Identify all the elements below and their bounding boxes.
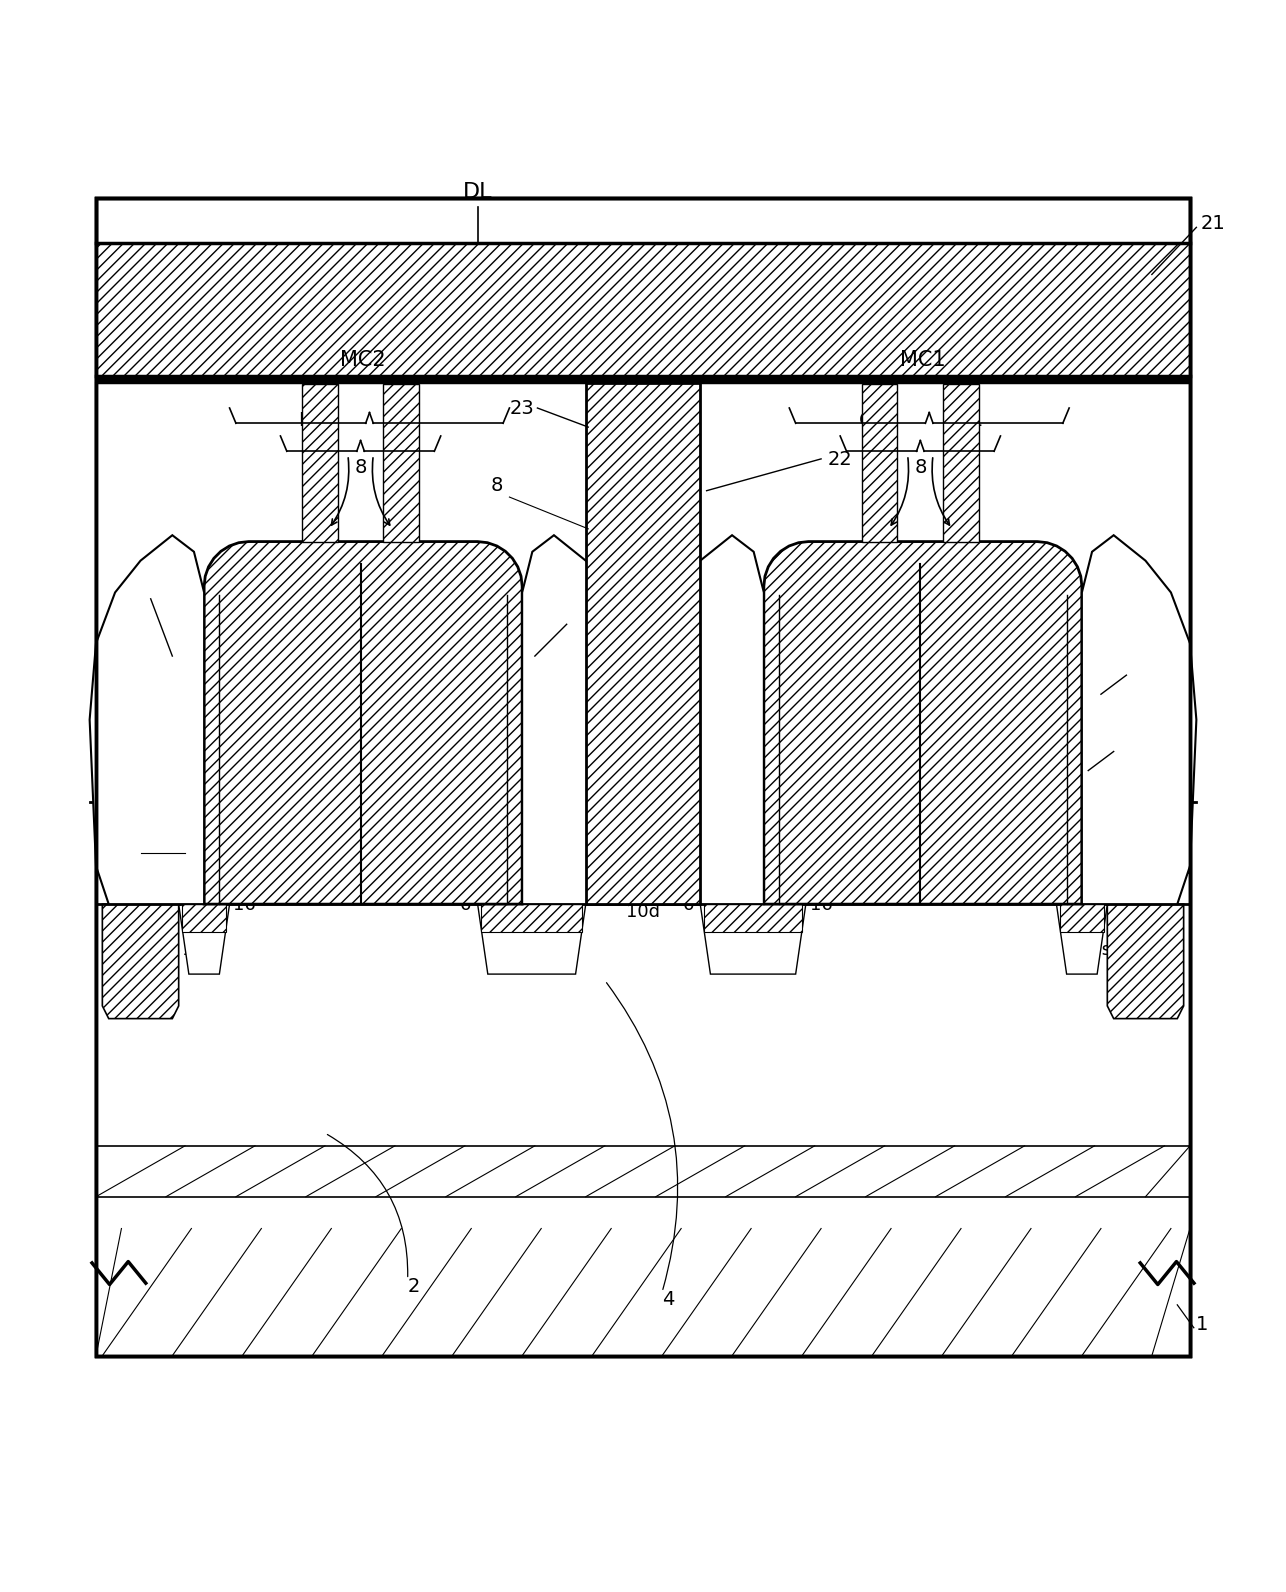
Polygon shape [481, 904, 583, 931]
Text: 11s: 11s [1079, 941, 1111, 958]
Polygon shape [183, 904, 226, 931]
Text: 11d: 11d [742, 941, 777, 958]
Text: 9: 9 [129, 578, 140, 597]
Bar [862, 384, 898, 541]
Text: M1: M1 [954, 411, 984, 430]
Polygon shape [103, 904, 179, 1019]
Text: 2: 2 [408, 1277, 421, 1296]
Text: 8: 8 [914, 458, 926, 478]
Bar [96, 382, 1190, 872]
Polygon shape [204, 541, 522, 904]
Text: 12: 12 [567, 616, 592, 635]
Text: 1: 1 [1196, 1315, 1209, 1334]
Polygon shape [1107, 904, 1183, 1019]
Text: 8: 8 [490, 476, 503, 495]
Text: DL: DL [463, 181, 493, 202]
Text: 6: 6 [683, 896, 694, 914]
Polygon shape [649, 535, 764, 904]
Text: 11d: 11d [508, 941, 543, 958]
Text: 16: 16 [810, 896, 832, 914]
Bar [96, 242, 1190, 376]
Bar [96, 197, 1190, 1356]
Text: 11s: 11s [181, 941, 213, 958]
Text: 8: 8 [355, 458, 367, 478]
Polygon shape [179, 904, 230, 974]
Text: C2: C2 [396, 411, 422, 430]
Bar [585, 382, 701, 904]
Bar [96, 197, 1190, 1356]
Bar [943, 384, 979, 541]
Text: 10d: 10d [626, 903, 660, 920]
Text: 9: 9 [1133, 654, 1146, 673]
Polygon shape [1082, 535, 1196, 904]
Bar [96, 872, 1190, 1356]
Text: M2: M2 [297, 411, 327, 430]
Text: 23: 23 [511, 400, 535, 419]
Bar [383, 384, 419, 541]
Bar [302, 384, 338, 541]
Polygon shape [1060, 904, 1103, 931]
Text: 20: 20 [116, 839, 140, 856]
Polygon shape [1056, 904, 1107, 974]
Text: MC2: MC2 [341, 350, 386, 369]
Text: 6: 6 [460, 896, 471, 914]
Text: 10s: 10s [1120, 903, 1152, 920]
Polygon shape [701, 904, 806, 974]
Text: 22: 22 [827, 451, 853, 470]
Text: 12: 12 [1114, 743, 1139, 763]
Text: 16: 16 [233, 896, 256, 914]
Bar [96, 197, 1190, 1356]
Text: 21: 21 [1200, 213, 1226, 232]
Polygon shape [522, 535, 637, 904]
Polygon shape [703, 904, 802, 931]
Polygon shape [477, 904, 585, 974]
Polygon shape [90, 535, 204, 904]
Polygon shape [764, 541, 1082, 904]
Text: 4: 4 [662, 1290, 675, 1309]
Text: 10s: 10s [134, 903, 166, 920]
Text: C1: C1 [859, 411, 885, 430]
Text: MC1: MC1 [900, 350, 945, 369]
